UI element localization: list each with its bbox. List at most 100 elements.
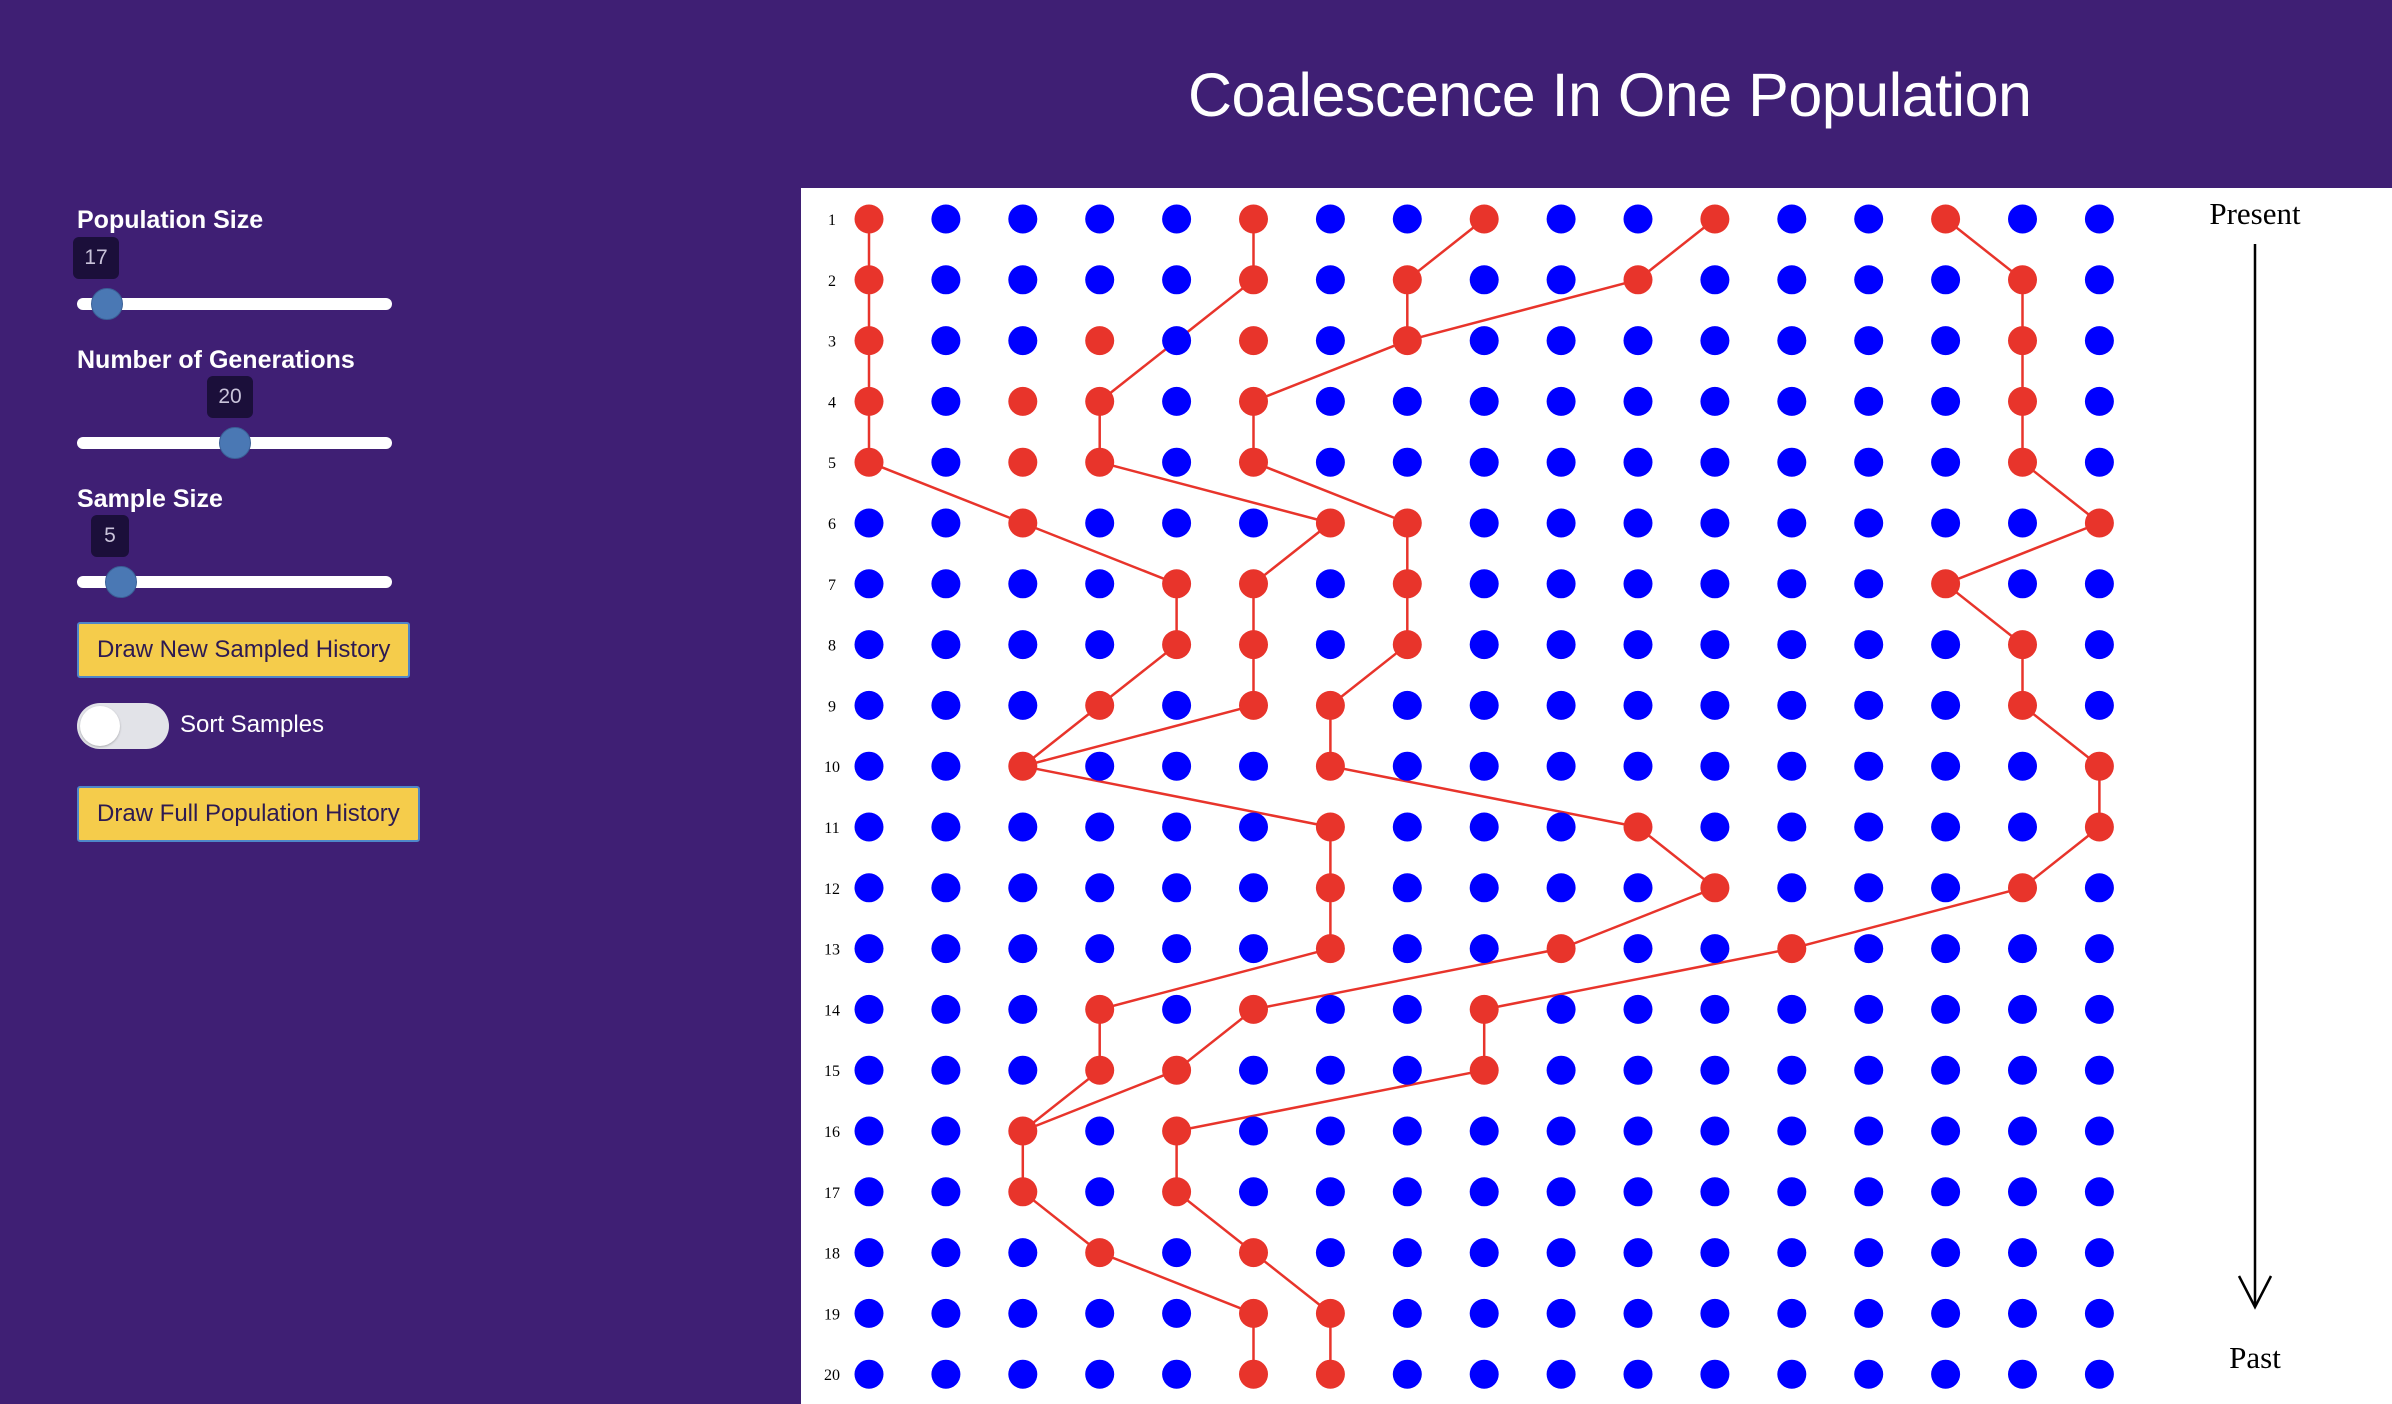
lineage-individual-dot (1239, 204, 1268, 234)
individual-dot (1700, 1055, 1730, 1085)
lineage-edge (1560, 886, 1716, 950)
individual-dot (1700, 1116, 1730, 1146)
individual-dot (1315, 204, 1345, 234)
lineage-individual-dot (2008, 386, 2037, 416)
lineage-individual-dot (1623, 812, 1653, 842)
individual-dot (1469, 934, 1499, 964)
individual-dot (1854, 1298, 1884, 1328)
individual-dot (931, 326, 961, 356)
individual-dot (1162, 204, 1192, 234)
population-size-slider-thumb[interactable] (91, 288, 124, 320)
individual-dot (1854, 1116, 1884, 1146)
individual-dot (2008, 569, 2037, 599)
lineage-edge (1022, 1069, 1178, 1133)
generation-label: 19 (824, 1306, 840, 1323)
individual-dot (1931, 1359, 1961, 1389)
lineage-edge (1099, 1251, 1254, 1315)
draw-full-population-history-button[interactable]: Draw Full Population History (77, 786, 420, 842)
individual-dot (1162, 1238, 1192, 1268)
individual-dot (1931, 265, 1961, 295)
individual-dot (1700, 447, 1730, 477)
population-size-label: Population Size (77, 206, 264, 234)
individual-dot (1700, 1359, 1730, 1389)
lineage-individual-dot (1008, 751, 1038, 781)
individual-dot (1777, 1177, 1807, 1207)
lineage-edge (1944, 218, 2024, 281)
lineage-individual-dot (1315, 873, 1345, 903)
individual-dot (1854, 1238, 1884, 1268)
lineage-individual-dot (1008, 1177, 1038, 1207)
individual-dot (1469, 1238, 1499, 1268)
draw-new-sampled-history-button[interactable]: Draw New Sampled History (77, 622, 411, 678)
individual-dot (1162, 326, 1192, 356)
individual-dot (1931, 994, 1961, 1024)
individual-dot (1315, 1238, 1345, 1268)
individual-dot (1008, 1298, 1038, 1328)
lineage-individual-dot (1008, 386, 1038, 416)
lineage-individual-dot (1469, 994, 1499, 1024)
lineage-individual-dot (854, 386, 884, 416)
individual-dot (854, 751, 884, 781)
individual-dot (2084, 204, 2114, 234)
lineage-individual-dot (1239, 447, 1268, 477)
individual-dot (1777, 690, 1807, 720)
sort-samples-toggle-knob[interactable] (80, 706, 120, 746)
individual-dot (2084, 1359, 2114, 1389)
individual-dot (2084, 326, 2114, 356)
generations-label: Number of Generations (77, 346, 355, 374)
individual-dot (1469, 812, 1499, 842)
individual-dot (1469, 873, 1499, 903)
individual-dot (1315, 994, 1345, 1024)
individual-dot (2084, 447, 2114, 477)
individual-dot (1239, 1116, 1268, 1146)
lineage-individual-dot (1008, 508, 1038, 538)
individual-dot (1700, 1177, 1730, 1207)
lineage-individual-dot (1469, 1055, 1499, 1085)
individual-dot (1469, 1116, 1499, 1146)
individual-dot (1315, 326, 1345, 356)
lineage-individual-dot (1085, 326, 1115, 356)
lineage-individual-dot (1162, 1177, 1192, 1207)
individual-dot (931, 873, 961, 903)
generations-slider-thumb[interactable] (218, 427, 251, 459)
lineage-individual-dot (1931, 204, 1961, 234)
individual-dot (2008, 204, 2037, 234)
population-size-slider[interactable] (77, 288, 392, 320)
sample-size-slider-thumb[interactable] (105, 566, 138, 598)
individual-dot (1854, 326, 1884, 356)
lineage-individual-dot (2008, 630, 2037, 660)
individual-dot (1700, 386, 1730, 416)
lineage-individual-dot (1008, 447, 1038, 477)
individual-dot (1700, 508, 1730, 538)
individual-dot (1931, 1298, 1961, 1328)
individual-dot (1623, 204, 1653, 234)
individual-dot (854, 508, 884, 538)
individual-dot (931, 386, 961, 416)
lineage-individual-dot (1008, 1116, 1038, 1146)
individual-dot (1623, 1055, 1653, 1085)
sample-size-slider[interactable] (77, 566, 392, 598)
generations-slider[interactable] (77, 427, 392, 459)
sort-samples-toggle[interactable] (77, 703, 169, 749)
individual-dot (2084, 1238, 2114, 1268)
generation-label: 14 (824, 1002, 840, 1019)
individual-dot (854, 1238, 884, 1268)
individual-dot (1469, 386, 1499, 416)
individual-dot (1392, 447, 1422, 477)
lineage-edge (1099, 460, 1331, 525)
individual-dot (1085, 1298, 1115, 1328)
individual-dot (1777, 569, 1807, 599)
lineage-individual-dot (2008, 326, 2037, 356)
sample-size-value-badge: 5 (91, 515, 129, 557)
lineage-edge (1099, 947, 1331, 1011)
lineage-edge (868, 461, 1024, 525)
individual-dot (1008, 265, 1038, 295)
lineage-individual-dot (1315, 934, 1345, 964)
individual-dot (2084, 1055, 2114, 1085)
individual-dot (1931, 1177, 1961, 1207)
individual-dot (1162, 1359, 1192, 1389)
lineage-edge (1791, 886, 2023, 950)
lineage-individual-dot (1239, 569, 1268, 599)
individual-dot (1854, 265, 1884, 295)
lineage-edge (1098, 643, 1178, 707)
